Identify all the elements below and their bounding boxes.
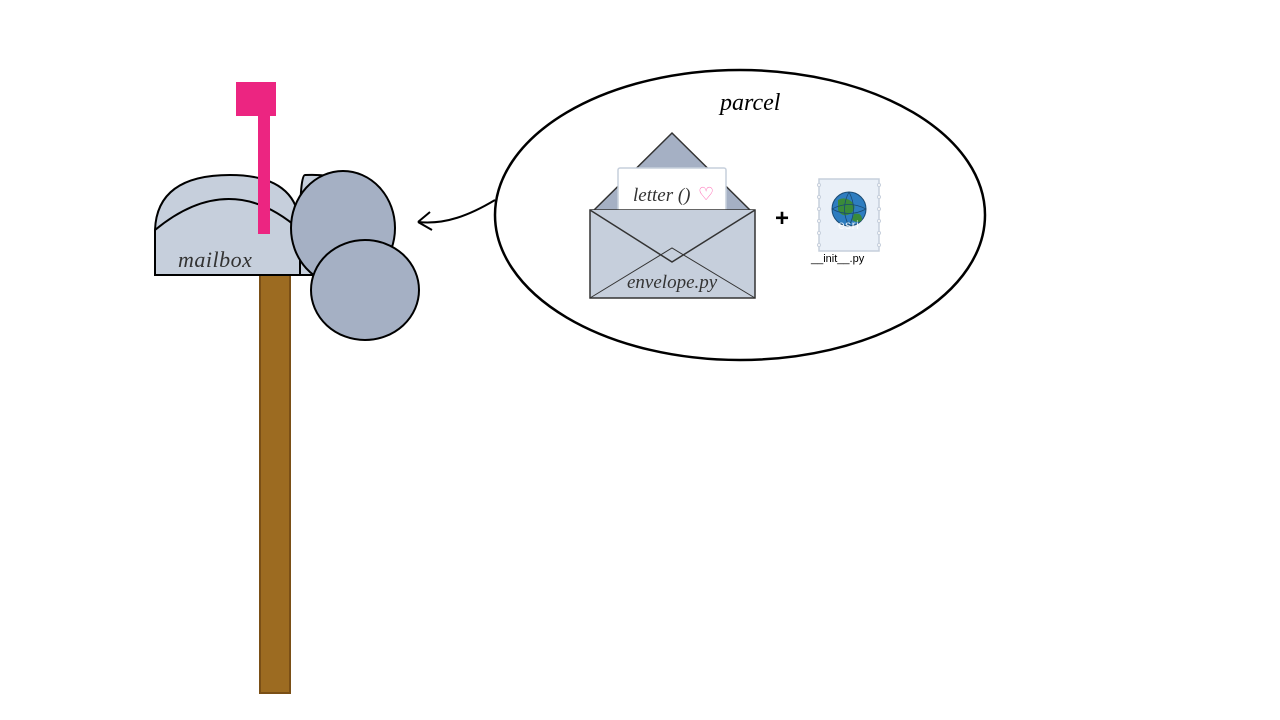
mailbox-post-icon — [260, 275, 290, 693]
mailbox-lid-icon — [291, 171, 419, 340]
plus-icon: + — [775, 205, 789, 233]
diagram-stage: mailbox parcel letter () ♡ envelope.py +… — [0, 0, 1280, 720]
esri-label: esri — [838, 218, 859, 232]
parcel-label: parcel — [720, 90, 780, 117]
init-label: __init__.py — [811, 253, 864, 265]
letter-label: letter () — [633, 185, 691, 207]
arrow-icon — [418, 200, 495, 230]
mailbox-label: mailbox — [178, 247, 252, 273]
diagram-svg — [0, 0, 1280, 720]
envelope-label: envelope.py — [627, 272, 717, 294]
stamp-icon — [818, 179, 881, 251]
heart-icon: ♡ — [698, 185, 714, 203]
